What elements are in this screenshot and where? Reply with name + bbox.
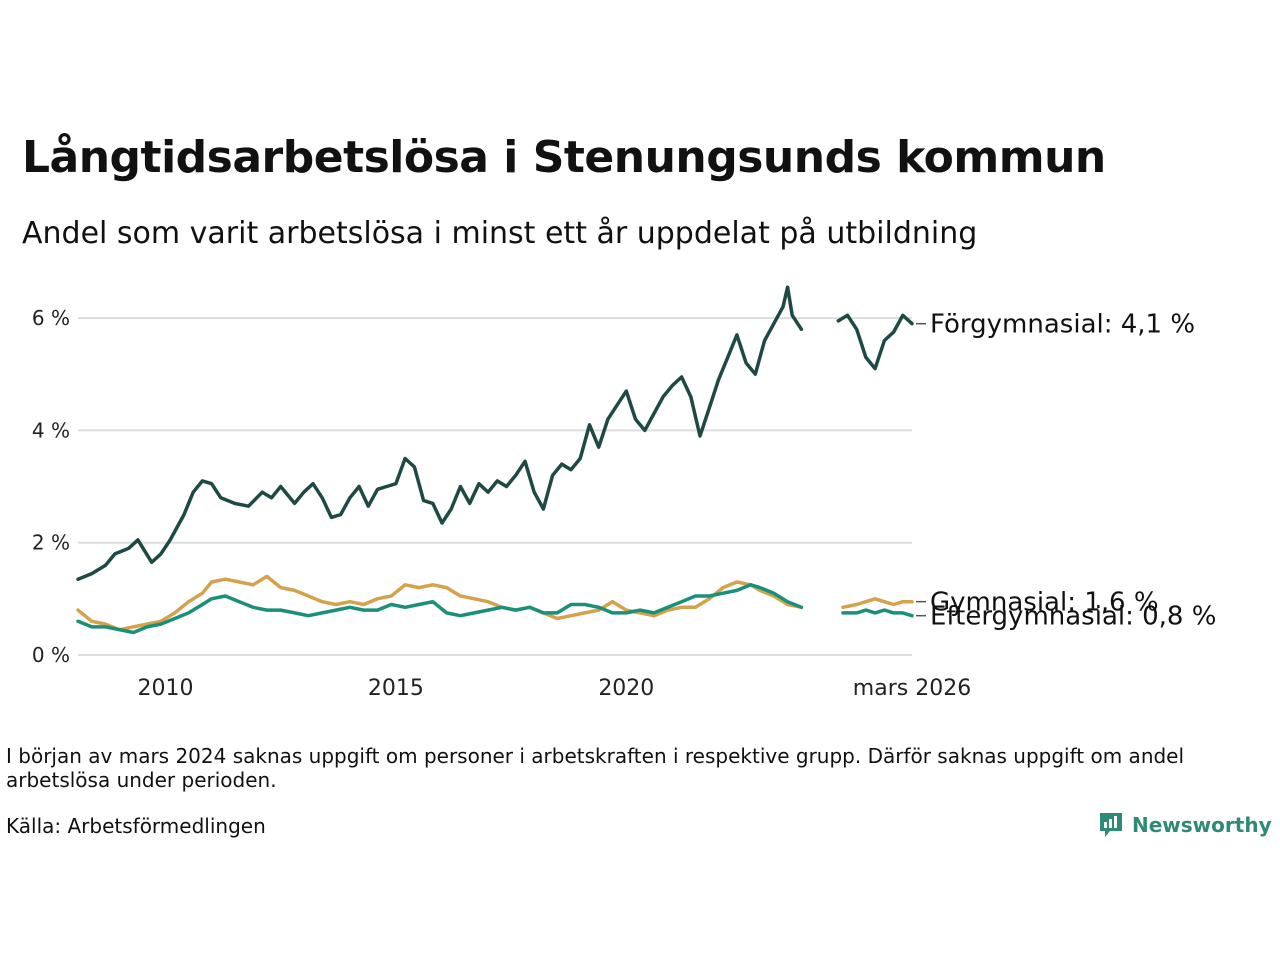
y-tick-label: 6 % xyxy=(32,306,70,330)
series-lines xyxy=(76,285,914,635)
brand-name: Newsworthy xyxy=(1132,813,1272,837)
x-tick-label: 2020 xyxy=(598,676,654,701)
x-tick-label: 2010 xyxy=(138,676,194,701)
series-end-labels: Förgymnasial: 4,1 % Gymnasial: 1,6 %Efter… xyxy=(916,310,1216,632)
brand-logo[interactable]: Newsworthy xyxy=(1098,808,1272,842)
y-tick-label: 2 % xyxy=(32,531,70,555)
x-tick-label: mars 2026 xyxy=(853,676,971,701)
series-line-gymnasial-segment-2 xyxy=(841,597,914,610)
line-chart: 0 % 2 % 4 % 6 % 2010 2015 2020 mars 2026 Förgy… xyxy=(32,285,1216,701)
grid-lines xyxy=(78,317,912,656)
series-line-förgymnasial-segment-2 xyxy=(836,313,914,371)
end-label-gymnasial: Gymnasial: 1,6 % xyxy=(930,588,1159,618)
y-axis-ticks: 0 % 2 % 4 % 6 % xyxy=(32,306,70,667)
series-line-eftergymnasial-segment-2 xyxy=(841,608,914,618)
chart-subtitle: Andel som varit arbetslösa i minst ett å… xyxy=(22,216,978,251)
end-label-eftergymnasial: Eftergymnasial: 0,8 % xyxy=(930,602,1216,632)
footnote: I början av mars 2024 saknas uppgift om … xyxy=(6,744,1185,792)
chart-title: Långtidsarbetslösa i Stenungsunds kommun xyxy=(22,132,1106,183)
newsworthy-logo-icon xyxy=(1100,813,1122,837)
series-line-gymnasial-segment-1 xyxy=(76,574,804,632)
y-tick-label: 4 % xyxy=(32,418,70,442)
series-line-eftergymnasial-segment-1 xyxy=(76,583,804,635)
source-credit: Källa: Arbetsförmedlingen xyxy=(6,814,266,838)
x-axis-ticks: 2010 2015 2020 mars 2026 xyxy=(138,676,972,701)
y-tick-label: 0 % xyxy=(32,643,70,667)
end-label-förgymnasial: Förgymnasial: 4,1 % xyxy=(930,310,1195,340)
x-tick-label: 2015 xyxy=(368,676,424,701)
series-line-förgymnasial-segment-1 xyxy=(76,285,804,581)
